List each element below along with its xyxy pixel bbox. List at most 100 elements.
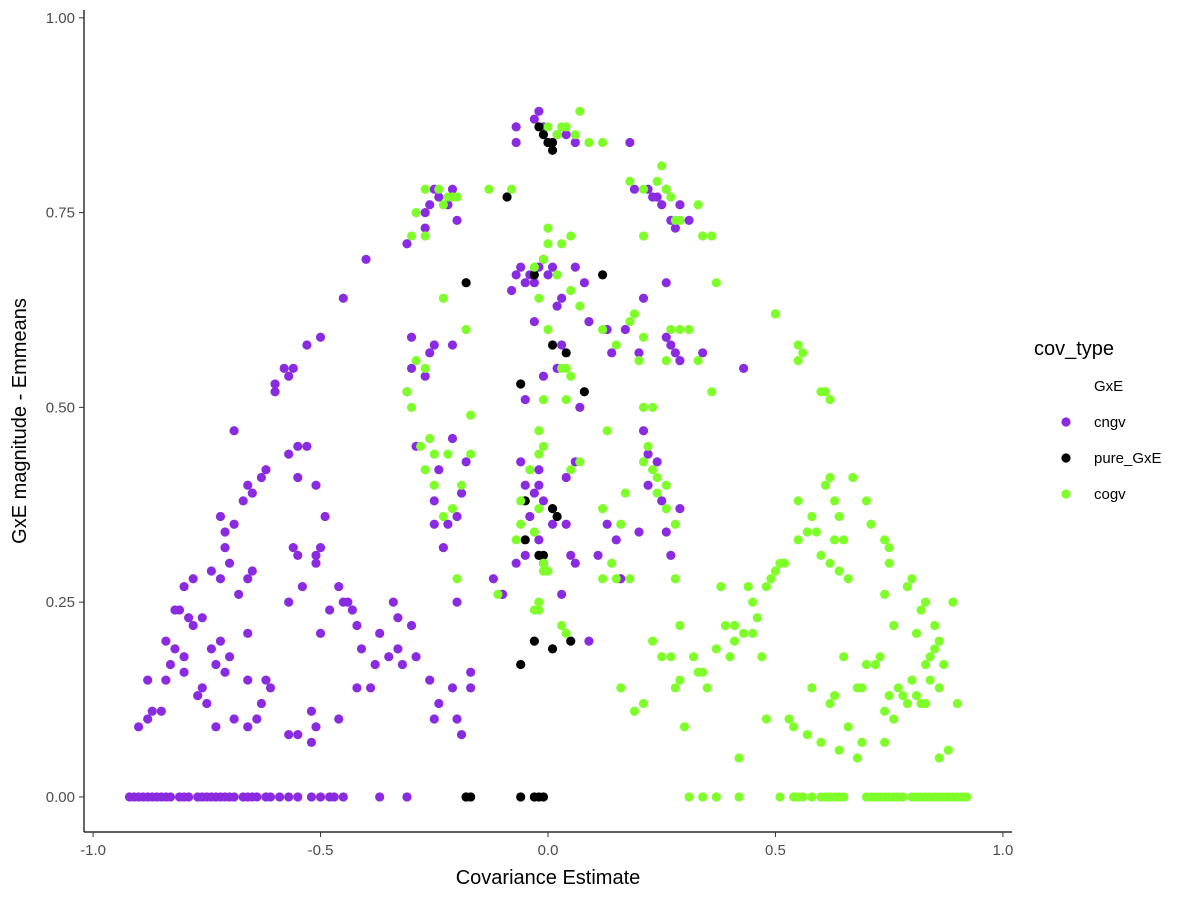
data-point-cogv bbox=[534, 426, 544, 436]
data-point-cogv bbox=[766, 574, 776, 584]
data-point-cogv bbox=[657, 161, 667, 171]
data-point-cngv bbox=[352, 620, 362, 631]
data-point-cngv bbox=[629, 184, 640, 194]
data-point-pure_GxE bbox=[466, 792, 476, 802]
data-point-cogv bbox=[670, 574, 680, 584]
data-point-cngv bbox=[429, 340, 439, 350]
data-point-cngv bbox=[265, 683, 276, 693]
data-point-cngv bbox=[215, 574, 226, 584]
data-point-cogv bbox=[802, 730, 812, 740]
data-point-cogv bbox=[538, 558, 549, 568]
data-point-cngv bbox=[143, 714, 153, 724]
data-point-cogv bbox=[611, 340, 621, 350]
data-point-cngv bbox=[675, 504, 685, 514]
data-point-cngv bbox=[525, 511, 535, 522]
data-point-cngv bbox=[620, 324, 630, 335]
data-point-cngv bbox=[657, 200, 667, 210]
data-point-cngv bbox=[420, 207, 430, 218]
data-point-cogv bbox=[711, 278, 721, 288]
data-point-cogv bbox=[452, 574, 462, 584]
data-point-cogv bbox=[920, 597, 931, 607]
data-point-cngv bbox=[584, 317, 594, 327]
data-point-cngv bbox=[429, 496, 439, 506]
data-point-cngv bbox=[397, 659, 408, 670]
data-point-cogv bbox=[452, 192, 462, 202]
data-point-cngv bbox=[570, 137, 580, 148]
data-point-cogv bbox=[675, 324, 685, 335]
data-point-cogv bbox=[620, 488, 630, 498]
data-point-cngv bbox=[511, 122, 521, 132]
data-point-cogv bbox=[839, 792, 849, 802]
data-point-cogv bbox=[934, 753, 944, 763]
data-point-cogv bbox=[880, 535, 890, 545]
data-point-cngv bbox=[575, 402, 585, 412]
data-point-cngv bbox=[661, 278, 671, 288]
data-point-cngv bbox=[347, 605, 357, 615]
data-point-cogv bbox=[434, 184, 444, 194]
data-point-cogv bbox=[884, 543, 894, 553]
data-point-cngv bbox=[265, 792, 276, 802]
data-point-cogv bbox=[411, 207, 421, 218]
data-point-cngv bbox=[179, 581, 189, 592]
data-point-cngv bbox=[243, 628, 253, 638]
data-point-cngv bbox=[284, 449, 294, 459]
legend-key-cogv bbox=[1061, 489, 1071, 499]
data-point-cngv bbox=[429, 519, 439, 529]
data-point-cngv bbox=[561, 519, 571, 529]
data-point-pure_GxE bbox=[547, 504, 558, 514]
data-point-cngv bbox=[293, 792, 303, 802]
data-point-cogv bbox=[638, 184, 649, 194]
data-point-pure_GxE bbox=[529, 636, 539, 646]
data-point-cngv bbox=[315, 792, 326, 802]
data-point-cogv bbox=[793, 535, 803, 545]
data-point-cogv bbox=[761, 714, 771, 724]
data-point-cngv bbox=[425, 200, 435, 210]
data-point-cngv bbox=[306, 706, 317, 716]
data-point-cogv bbox=[543, 223, 553, 233]
axes: -1.0 -0.5 0.0 0.5 1.0 0.00 0.25 0.50 0.75 1.00 bbox=[46, 10, 1014, 859]
data-point-cngv bbox=[275, 792, 285, 802]
data-point-cngv bbox=[170, 605, 180, 615]
data-point-cngv bbox=[284, 730, 294, 740]
data-point-cogv bbox=[625, 317, 635, 327]
data-point-cogv bbox=[425, 433, 435, 444]
data-point-cogv bbox=[638, 698, 649, 709]
data-point-cogv bbox=[538, 441, 549, 451]
data-point-cngv bbox=[375, 628, 385, 638]
data-point-cngv bbox=[206, 566, 216, 576]
data-point-cngv bbox=[293, 441, 303, 451]
data-point-cogv bbox=[839, 652, 849, 662]
y-tick-label: 0.25 bbox=[46, 594, 75, 611]
data-point-cngv bbox=[607, 348, 617, 358]
data-point-pure_GxE bbox=[538, 792, 549, 802]
data-point-cngv bbox=[584, 636, 594, 646]
data-point-cngv bbox=[165, 792, 176, 802]
data-point-cogv bbox=[670, 683, 680, 693]
data-point-cogv bbox=[561, 122, 571, 132]
data-point-cngv bbox=[543, 270, 553, 280]
data-point-cogv bbox=[675, 215, 685, 225]
data-point-cogv bbox=[948, 597, 958, 607]
data-point-cogv bbox=[675, 620, 685, 631]
data-point-cogv bbox=[561, 363, 571, 374]
data-point-cogv bbox=[848, 472, 858, 483]
data-point-cogv bbox=[793, 496, 803, 506]
data-point-cogv bbox=[734, 753, 744, 763]
data-point-cngv bbox=[534, 465, 544, 475]
data-point-cogv bbox=[534, 597, 544, 607]
data-point-cogv bbox=[538, 254, 549, 264]
data-point-cogv bbox=[884, 558, 894, 568]
data-point-cogv bbox=[543, 324, 553, 335]
data-point-cngv bbox=[311, 480, 321, 490]
data-point-cogv bbox=[698, 667, 708, 677]
data-point-cngv bbox=[634, 527, 644, 537]
data-point-cngv bbox=[284, 792, 294, 802]
legend-title: cov_type bbox=[1034, 338, 1114, 360]
data-point-cngv bbox=[220, 527, 230, 537]
data-point-cngv bbox=[520, 550, 530, 561]
data-point-cogv bbox=[648, 636, 658, 646]
data-point-cngv bbox=[170, 644, 180, 654]
x-tick-label: 0.5 bbox=[765, 842, 786, 859]
data-point-cngv bbox=[643, 480, 653, 490]
data-point-cngv bbox=[247, 566, 257, 576]
